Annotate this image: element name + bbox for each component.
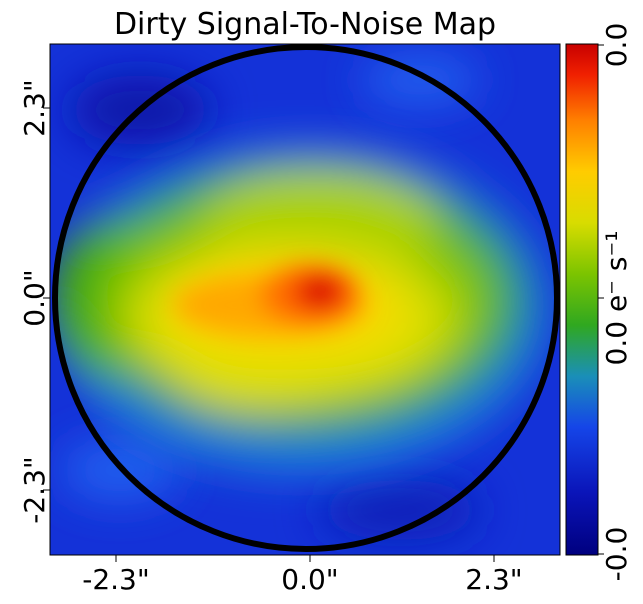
colorbar-tick-label: -0.0 <box>600 527 633 582</box>
mask-circle <box>52 44 560 552</box>
heatmap <box>50 44 560 555</box>
chart-title: Dirty Signal-To-Noise Map <box>114 7 496 42</box>
signal-field <box>55 145 550 475</box>
x-tick-label: 2.3" <box>465 563 522 596</box>
colorbar-tick-label: 0.0 <box>600 23 633 68</box>
colorbar-label: 0.0 e⁻ s⁻¹ <box>600 231 633 366</box>
y-tick-label: 2.3" <box>18 79 51 136</box>
plot-frame <box>49 43 561 556</box>
y-axis: 2.3" 0.0" -2.3" <box>18 79 51 523</box>
y-tick-label: 0.0" <box>18 269 51 326</box>
y-tick-label: -2.3" <box>18 456 51 524</box>
x-tick-label: 0.0" <box>281 563 338 596</box>
x-axis: -2.3" 0.0" 2.3" <box>82 555 523 596</box>
colorbar: 0.0 0.0 e⁻ s⁻¹ -0.0 <box>565 23 633 582</box>
colorbar-gradient <box>565 43 599 556</box>
x-tick-label: -2.3" <box>82 563 150 596</box>
